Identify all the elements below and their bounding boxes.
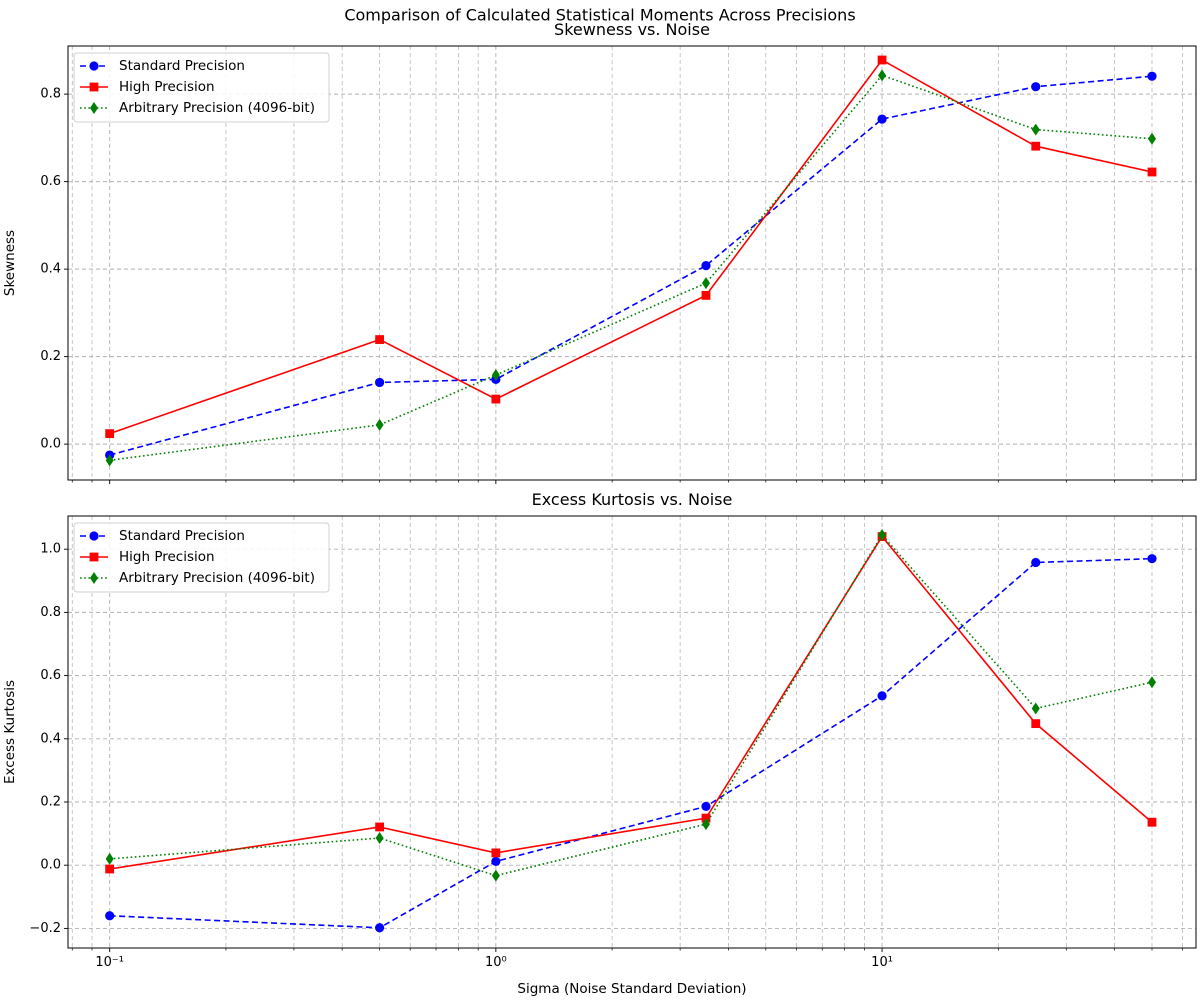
- legend-label: Arbitrary Precision (4096-bit): [119, 570, 315, 586]
- data-point-circle: [877, 114, 887, 124]
- data-point-square: [375, 335, 385, 344]
- data-point-diamond: [491, 369, 500, 381]
- data-point-diamond: [90, 102, 98, 114]
- data-point-diamond: [878, 69, 887, 82]
- y-tick-label: 0.2: [40, 794, 61, 809]
- x-tick-label: 10¹: [871, 955, 893, 970]
- legend-item: High Precision: [80, 79, 215, 95]
- data-point-circle: [701, 801, 711, 812]
- y-tick-label: 0.2: [40, 349, 61, 364]
- y-axis-label: Excess Kurtosis: [2, 680, 18, 784]
- legend-box: [73, 52, 330, 123]
- series-arbitrary-precision-4096-bit: [105, 528, 1156, 882]
- data-point-diamond: [105, 454, 114, 467]
- subplot-title: Excess Kurtosis vs. Noise: [532, 490, 733, 509]
- y-tick-label: 0.0: [40, 437, 61, 452]
- y-tick-label: 0.6: [40, 174, 61, 189]
- legend-label: Arbitrary Precision (4096-bit): [119, 100, 315, 116]
- y-tick-label: −0.2: [29, 921, 61, 936]
- legend-item: High Precision: [80, 549, 215, 565]
- y-tick-label: 1.0: [40, 542, 61, 557]
- legend: Standard Precision High Precision Arbitrar…: [73, 52, 330, 123]
- grid-lines: [68, 46, 1196, 480]
- data-point-diamond: [375, 418, 384, 431]
- x-axis-label: Sigma (Noise Standard Deviation): [517, 981, 746, 997]
- data-point-diamond: [491, 869, 500, 882]
- data-point-circle: [1031, 82, 1041, 92]
- series-line: [109, 75, 1153, 456]
- data-point-square: [375, 822, 385, 832]
- data-point-square: [1147, 167, 1157, 177]
- data-point-diamond: [105, 852, 114, 865]
- data-point-diamond: [1147, 132, 1156, 145]
- x-tick-label: 10⁰: [485, 955, 507, 970]
- data-point-circle: [89, 61, 99, 71]
- subplot-1: 0.0 0.2 0.4 0.6 0.8 Skewness vs. Noise Skewnes…: [2, 20, 1197, 484]
- figure-suptitle: Comparison of Calculated Statistical Mom…: [344, 6, 855, 25]
- data-point-square: [701, 290, 711, 300]
- data-point-circle: [1147, 71, 1157, 81]
- legend-item: Arbitrary Precision (4096-bit): [80, 570, 315, 586]
- series-line: [109, 74, 1153, 462]
- y-tick-label: 0.8: [40, 605, 61, 620]
- subplot-title: Skewness vs. Noise: [554, 20, 710, 39]
- y-tick-label: 0.4: [40, 262, 61, 277]
- data-point-square: [491, 394, 501, 404]
- legend-box: [73, 522, 330, 593]
- data-point-diamond: [1031, 702, 1040, 715]
- y-tick-label: 0.8: [40, 87, 61, 102]
- data-point-circle: [1147, 554, 1157, 564]
- data-point-diamond: [375, 832, 384, 845]
- subplots: 0.0 0.2 0.4 0.6 0.8 Skewness vs. Noise Skewnes…: [2, 20, 1197, 997]
- data-point-circle: [701, 261, 711, 271]
- data-point-square: [89, 552, 99, 562]
- legend-label: Standard Precision: [119, 58, 245, 74]
- legend-item: Standard Precision: [80, 528, 245, 544]
- series-standard-precision: [105, 71, 1157, 460]
- series-arbitrary-precision-4096-bit: [105, 69, 1156, 467]
- data-point-square: [1031, 719, 1041, 729]
- data-point-circle: [89, 531, 99, 541]
- legend-label: Standard Precision: [119, 528, 245, 544]
- legend: Standard Precision High Precision Arbitrar…: [73, 522, 330, 593]
- data-point-circle: [375, 923, 385, 933]
- data-point-diamond: [701, 818, 710, 831]
- y-tick-label: 0.4: [40, 731, 61, 746]
- data-point-diamond: [1147, 676, 1156, 689]
- axes-frame: [67, 45, 1197, 481]
- data-point-square: [1031, 141, 1041, 151]
- data-point-circle: [105, 911, 115, 921]
- data-point-diamond: [1031, 123, 1040, 136]
- legend-label: High Precision: [119, 549, 215, 565]
- data-point-circle: [491, 856, 501, 867]
- data-point-square: [1147, 817, 1157, 827]
- data-point-diamond: [90, 572, 98, 584]
- data-point-square: [491, 848, 501, 858]
- y-tick-label: 0.0: [40, 858, 61, 873]
- axes-frame: [67, 515, 1197, 949]
- x-tick-label: 10⁻¹: [95, 955, 124, 970]
- subplot-2: −0.2 0.0 0.2 0.4 0.6 0.8 1.0 10⁻¹ 10⁰ 10¹ Excess K…: [2, 490, 1197, 997]
- data-point-square: [701, 813, 711, 823]
- data-point-diamond: [878, 528, 887, 541]
- series-standard-precision: [105, 554, 1157, 933]
- series-high-precision: [105, 55, 1157, 439]
- series-line: [109, 557, 1153, 929]
- data-point-circle: [1031, 557, 1041, 568]
- data-point-square: [89, 82, 99, 92]
- legend-item: Arbitrary Precision (4096-bit): [80, 100, 315, 116]
- data-point-square: [105, 864, 115, 874]
- y-tick-label: 0.6: [40, 668, 61, 683]
- legend-item: Standard Precision: [80, 58, 245, 74]
- legend-label: High Precision: [119, 79, 215, 95]
- data-point-square: [105, 429, 115, 439]
- y-axis-label: Skewness: [2, 230, 18, 296]
- data-point-square: [877, 55, 887, 65]
- data-point-circle: [877, 691, 887, 701]
- data-point-diamond: [701, 277, 710, 290]
- data-point-circle: [375, 377, 385, 388]
